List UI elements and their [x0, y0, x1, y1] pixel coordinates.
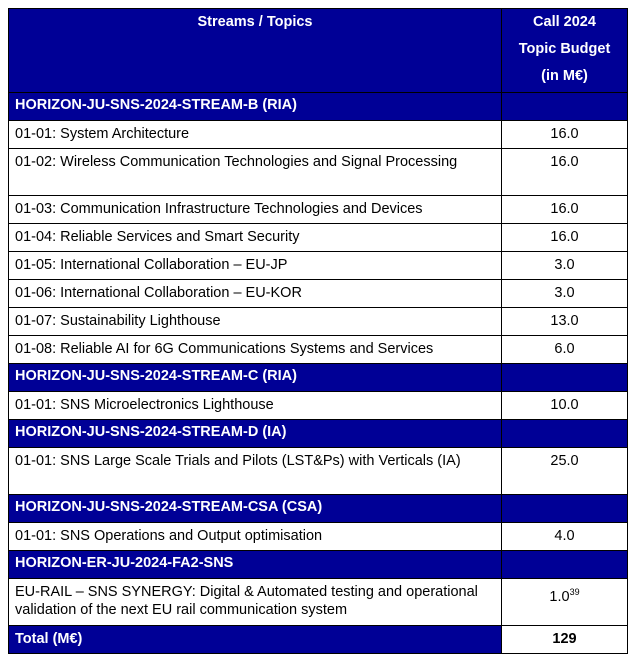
topic: 01-04: Reliable Services and Smart Secur…: [8, 223, 502, 252]
budget: 16.0: [501, 195, 628, 224]
section-title: HORIZON-JU-SNS-2024-STREAM-B (RIA): [8, 92, 502, 121]
topic-row: 01-01: SNS Large Scale Trials and Pilots…: [8, 447, 628, 495]
topic: 01-01: SNS Large Scale Trials and Pilots…: [8, 447, 502, 495]
topic-row: 01-01: SNS Operations and Output optimis…: [8, 522, 628, 551]
topic-row: 01-03: Communication Infrastructure Tech…: [8, 195, 628, 224]
budget-value: 3.0: [554, 285, 575, 301]
budget: 16.0: [501, 120, 628, 149]
header-topic: Streams / Topics: [8, 8, 502, 93]
budget: 6.0: [501, 335, 628, 364]
topic: 01-01: SNS Operations and Output optimis…: [8, 522, 502, 551]
section-title: HORIZON-ER-JU-2024-FA2-SNS: [8, 550, 502, 579]
budget: 16.0: [501, 223, 628, 252]
budget-value: 10.0: [550, 397, 579, 413]
table-body: Streams / Topics Call 2024 Topic Budget (in…: [8, 8, 628, 654]
section-budget: [501, 363, 628, 392]
section-title: HORIZON-JU-SNS-2024-STREAM-C (RIA): [8, 363, 502, 392]
topic-row: 01-01: System Architecture 16.0: [8, 120, 628, 149]
budget-value: 25.0: [550, 453, 579, 469]
budget: 1.039: [501, 578, 628, 626]
topic-row: 01-07: Sustainability Lighthouse 13.0: [8, 307, 628, 336]
section-title: HORIZON-JU-SNS-2024-STREAM-CSA (CSA): [8, 494, 502, 523]
header-budget: Call 2024 Topic Budget (in M€): [501, 8, 628, 93]
budget-value: 6.0: [554, 341, 575, 357]
section-budget: [501, 550, 628, 579]
budget-value: 3.0: [554, 257, 575, 273]
topic-row: 01-02: Wireless Communication Technologi…: [8, 148, 628, 196]
budget: 3.0: [501, 279, 628, 308]
budget-value: 16.0: [550, 201, 579, 217]
section-row: HORIZON-JU-SNS-2024-STREAM-C (RIA): [8, 363, 628, 392]
total-label: Total (M€): [8, 625, 502, 654]
section-budget: [501, 419, 628, 448]
section-title: HORIZON-JU-SNS-2024-STREAM-D (IA): [8, 419, 502, 448]
budget-value: 4.0: [554, 528, 575, 544]
budget-value: 16.0: [550, 154, 579, 170]
topic: 01-05: International Collaboration – EU-…: [8, 251, 502, 280]
budget-value: 1.0: [549, 588, 570, 605]
budget: 16.0: [501, 148, 628, 196]
topic-row: 01-08: Reliable AI for 6G Communications…: [8, 335, 628, 364]
budget-value: 16.0: [550, 126, 579, 142]
topic: 01-06: International Collaboration – EU-…: [8, 279, 502, 308]
footnote: 39: [569, 587, 580, 597]
section-budget: [501, 494, 628, 523]
budget-table: Streams / Topics Call 2024 Topic Budget (in…: [8, 8, 628, 654]
topic: EU-RAIL – SNS SYNERGY: Digital & Automat…: [8, 578, 502, 626]
topic-row: EU-RAIL – SNS SYNERGY: Digital & Automat…: [8, 578, 628, 626]
budget: 4.0: [501, 522, 628, 551]
section-row: HORIZON-JU-SNS-2024-STREAM-CSA (CSA): [8, 494, 628, 523]
header-budget-line: Call 2024: [533, 14, 596, 30]
budget: 10.0: [501, 391, 628, 420]
budget: 25.0: [501, 447, 628, 495]
total-budget: 129: [501, 625, 628, 654]
total-row: Total (M€) 129: [8, 625, 628, 654]
topic: 01-02: Wireless Communication Technologi…: [8, 148, 502, 196]
header-budget-line: (in M€): [541, 68, 588, 84]
topic: 01-03: Communication Infrastructure Tech…: [8, 195, 502, 224]
topic: 01-01: System Architecture: [8, 120, 502, 149]
topic: 01-07: Sustainability Lighthouse: [8, 307, 502, 336]
header-row: Streams / Topics Call 2024 Topic Budget (in…: [8, 8, 628, 93]
budget: 13.0: [501, 307, 628, 336]
topic-row: 01-05: International Collaboration – EU-…: [8, 251, 628, 280]
budget-value: 13.0: [550, 313, 579, 329]
section-row: HORIZON-JU-SNS-2024-STREAM-B (RIA): [8, 92, 628, 121]
budget-value: 16.0: [550, 229, 579, 245]
topic: 01-08: Reliable AI for 6G Communications…: [8, 335, 502, 364]
section-budget: [501, 92, 628, 121]
topic-row: 01-01: SNS Microelectronics Lighthouse 10…: [8, 391, 628, 420]
section-row: HORIZON-ER-JU-2024-FA2-SNS: [8, 550, 628, 579]
topic-row: 01-06: International Collaboration – EU-…: [8, 279, 628, 308]
budget: 3.0: [501, 251, 628, 280]
topic: 01-01: SNS Microelectronics Lighthouse: [8, 391, 502, 420]
section-row: HORIZON-JU-SNS-2024-STREAM-D (IA): [8, 419, 628, 448]
header-budget-line: Topic Budget: [518, 41, 611, 57]
topic-row: 01-04: Reliable Services and Smart Secur…: [8, 223, 628, 252]
